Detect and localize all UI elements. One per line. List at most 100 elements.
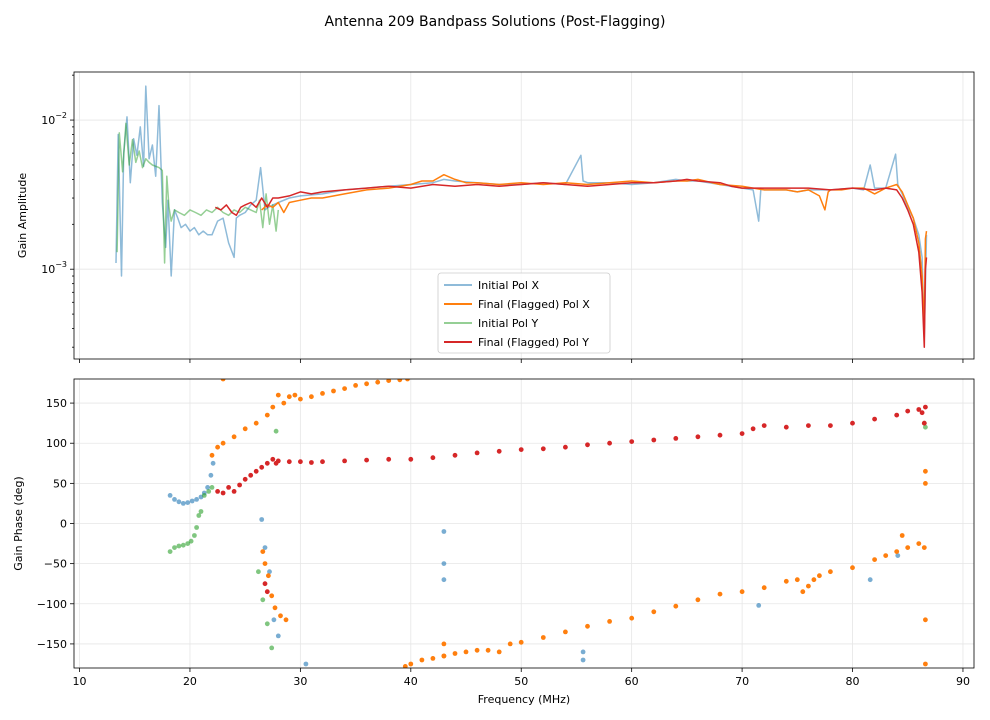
phase-point-initial-pol-x [259,517,265,522]
phase-point-final-flagged-pol-x [331,388,336,394]
phase-point-final-flagged-pol-y [496,448,502,454]
phase-point-final-flagged-pol-y [585,442,590,448]
x-tick-label: 90 [956,675,970,688]
phase-point-final-flagged-pol-y [408,456,414,462]
phase-point-initial-pol-x [271,617,277,623]
phase-point-initial-pol-x [580,657,586,663]
phase-point-initial-pol-x [441,577,447,583]
phase-point-initial-pol-x [580,649,586,655]
x-tick-label: 60 [625,675,639,688]
phase-point-final-flagged-pol-x [717,591,723,597]
phase-point-final-flagged-pol-y [563,444,568,450]
phase-point-final-flagged-pol-y [518,447,524,452]
phase-point-final-flagged-pol-y [717,432,723,438]
phase-point-final-flagged-pol-y [806,423,811,428]
phase-point-initial-pol-x [167,493,173,498]
phase-point-final-flagged-pol-x [695,597,701,603]
phase-point-final-flagged-pol-y [270,456,276,462]
phase-point-final-flagged-pol-x [262,561,268,566]
phase-point-final-flagged-pol-y [695,434,701,440]
phase-point-final-flagged-pol-y [298,459,303,465]
phase-point-final-flagged-pol-y [264,460,270,466]
phase-point-initial-pol-x [172,497,177,502]
phase-point-final-flagged-pol-x [430,656,436,661]
phase-point-final-flagged-pol-x [342,386,347,391]
amplitude-line-initial-pol-y [116,122,280,264]
x-tick-label: 20 [183,675,197,688]
phase-point-initial-pol-y [176,543,182,549]
phase-point-final-flagged-pol-x [923,481,928,486]
phase-point-final-flagged-pol-y [921,420,927,426]
phase-point-final-flagged-pol-y [430,455,436,461]
phase-point-initial-pol-y [196,513,202,518]
phase-point-final-flagged-pol-x [270,404,276,410]
phase-point-final-flagged-pol-x [441,653,447,659]
phase-point-final-flagged-pol-x [269,593,275,599]
phase-point-final-flagged-pol-y [231,489,237,494]
phase-point-final-flagged-pol-x [292,392,298,398]
amplitude-ticks: 10−3 10−2 [41,74,964,363]
phase-y-tick-label: 100 [46,437,67,450]
phase-point-final-flagged-pol-y [673,436,679,441]
phase-point-final-flagged-pol-x [817,573,822,579]
phase-point-final-flagged-pol-y [629,439,635,444]
phase-y-tick-label: 150 [46,397,67,410]
phase-point-final-flagged-pol-x [402,664,408,668]
phase-point-final-flagged-pol-y [783,424,789,430]
phase-point-final-flagged-pol-x [272,605,278,611]
tick-exponent: −2 [55,111,67,120]
phase-point-final-flagged-pol-x [281,400,287,406]
phase-point-final-flagged-pol-x [850,565,855,571]
phase-y-axis-label: Gain Phase (deg) [12,476,25,570]
phase-point-initial-pol-x [210,460,216,466]
phase-point-final-flagged-pol-x [463,649,469,655]
amplitude-series [115,85,928,348]
phase-points-final-flagged-pol-y [215,404,928,595]
phase-point-initial-pol-x [267,569,272,575]
phase-point-final-flagged-pol-y [894,412,900,418]
tick-base: 10 [41,114,55,127]
legend-label: Final (Flagged) Pol X [478,298,590,311]
phase-point-initial-pol-y [260,597,266,603]
phase-point-final-flagged-pol-x [278,613,283,619]
phase-point-final-flagged-pol-y [253,468,259,474]
phase-point-final-flagged-pol-x [408,661,414,667]
phase-point-final-flagged-pol-y [919,410,925,416]
phase-point-initial-pol-y [185,541,191,546]
phase-point-final-flagged-pol-y [386,456,392,462]
phase-point-initial-pol-x [205,485,211,490]
phase-point-final-flagged-pol-x [275,392,281,398]
phase-point-final-flagged-pol-x [215,444,221,450]
phase-point-final-flagged-pol-x [266,573,271,579]
phase-point-final-flagged-pol-y [452,452,458,458]
phase-y-tick-label: 0 [60,518,67,531]
phase-point-final-flagged-pol-x [761,585,767,591]
phase-point-final-flagged-pol-y [761,423,767,428]
phase-point-initial-pol-y [188,538,194,544]
phase-point-final-flagged-pol-x [800,589,806,595]
amplitude-line-final-flagged-pol-y [214,178,928,348]
phase-point-final-flagged-pol-x [894,549,900,554]
phase-point-final-flagged-pol-y [474,450,480,456]
phase-point-final-flagged-pol-x [828,569,833,575]
amplitude-y-tick-label: 10−3 [41,260,67,276]
phase-point-final-flagged-pol-y [309,460,314,465]
phase-point-final-flagged-pol-x [585,623,590,629]
phase-point-final-flagged-pol-x [507,641,513,647]
phase-point-final-flagged-pol-x [811,577,817,583]
phase-point-initial-pol-x [185,500,191,505]
phase-point-final-flagged-pol-x [806,583,811,589]
tick-exponent: −3 [55,260,67,269]
amplitude-grid [74,72,974,359]
phase-point-final-flagged-pol-x [923,468,928,474]
phase-point-initial-pol-y [201,493,207,498]
figure-title: Antenna 209 Bandpass Solutions (Post-Fla… [325,14,666,30]
phase-point-final-flagged-pol-x [364,381,369,387]
phase-point-final-flagged-pol-x [883,553,889,558]
phase-point-final-flagged-pol-y [850,420,855,426]
phase-point-final-flagged-pol-x [899,533,905,538]
phase-point-final-flagged-pol-x [485,647,491,653]
phase-point-initial-pol-x [194,497,200,502]
phase-point-final-flagged-pol-y [607,440,612,446]
phase-point-final-flagged-pol-y [226,485,232,490]
